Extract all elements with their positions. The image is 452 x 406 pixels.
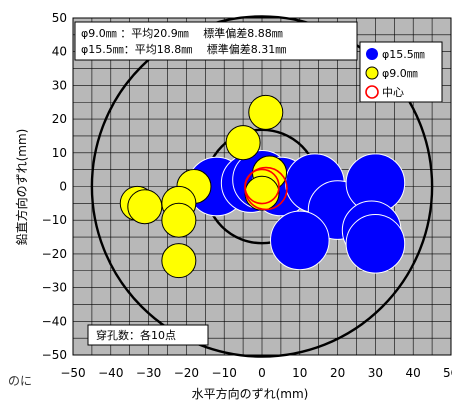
y-tick-label: 30: [52, 78, 67, 92]
x-tick-label: −20: [174, 366, 199, 380]
x-tick-label: −40: [98, 366, 123, 380]
y-tick-label: −40: [42, 314, 67, 328]
y-tick-label: 10: [52, 146, 67, 160]
stray-text: のに: [8, 374, 33, 388]
legend-label-15mm: φ15.5㎜: [382, 48, 425, 61]
point-15mm: [270, 210, 330, 271]
y-tick-label: −10: [42, 213, 67, 227]
x-tick-label: 5C: [443, 366, 452, 380]
point-9mm: [161, 202, 197, 238]
legend-label-center: 中心: [382, 86, 404, 99]
center-marker: [244, 166, 288, 211]
y-tick-label: 0: [59, 180, 67, 194]
tick-labels: −50 −40 −30 −20 −10 0 10 20 30 40 5C −50 −40 −30 −20 −1…: [42, 11, 452, 380]
point-9mm: [244, 175, 280, 211]
legend-swatch-blue: [366, 48, 378, 60]
x-tick-label: 20: [330, 366, 345, 380]
note-text: 穿孔数：各10点: [96, 328, 176, 342]
point-9mm: [161, 243, 197, 279]
x-tick-label: 0: [258, 366, 266, 380]
y-tick-label: 20: [52, 112, 67, 126]
stats-line-2: φ15.5㎜：平均18.8㎜ 標準偏差8.31㎜: [81, 42, 286, 56]
legend: φ15.5㎜ φ9.0㎜ 中心: [359, 41, 443, 103]
x-axis-label: 水平方向のずれ(mm): [192, 386, 309, 401]
data-marks: [119, 94, 406, 279]
x-tick-label: 10: [292, 366, 307, 380]
y-tick-label: −50: [42, 348, 67, 362]
y-tick-label: 50: [52, 11, 67, 25]
y-axis-label: 鉛直方向のずれ(mm): [14, 129, 29, 246]
point-15mm: [345, 213, 406, 274]
y-tick-label: 40: [52, 45, 67, 59]
target-ring: [90, 15, 434, 358]
legend-swatch-center: [365, 85, 379, 99]
x-tick-label: −30: [136, 366, 161, 380]
y-tick-label: −20: [42, 247, 67, 261]
point-9mm: [248, 94, 284, 130]
stats-box: φ9.0㎜ ：平均20.9㎜ 標準偏差8.88㎜ φ15.5㎜：平均18.8㎜ …: [74, 21, 358, 61]
point-9mm: [225, 125, 261, 161]
stats-line-1: φ9.0㎜ ：平均20.9㎜ 標準偏差8.88㎜: [81, 26, 283, 40]
x-tick-label: −50: [60, 366, 85, 380]
y-tick-label: −30: [42, 281, 67, 295]
legend-label-9mm: φ9.0㎜: [382, 67, 418, 80]
note-box: 穿孔数：各10点: [87, 324, 209, 346]
legend-swatch-yellow: [365, 66, 379, 80]
point-9mm: [127, 189, 163, 225]
x-tick-label: 40: [406, 366, 421, 380]
x-tick-label: 30: [368, 366, 383, 380]
x-tick-label: −10: [212, 366, 237, 380]
